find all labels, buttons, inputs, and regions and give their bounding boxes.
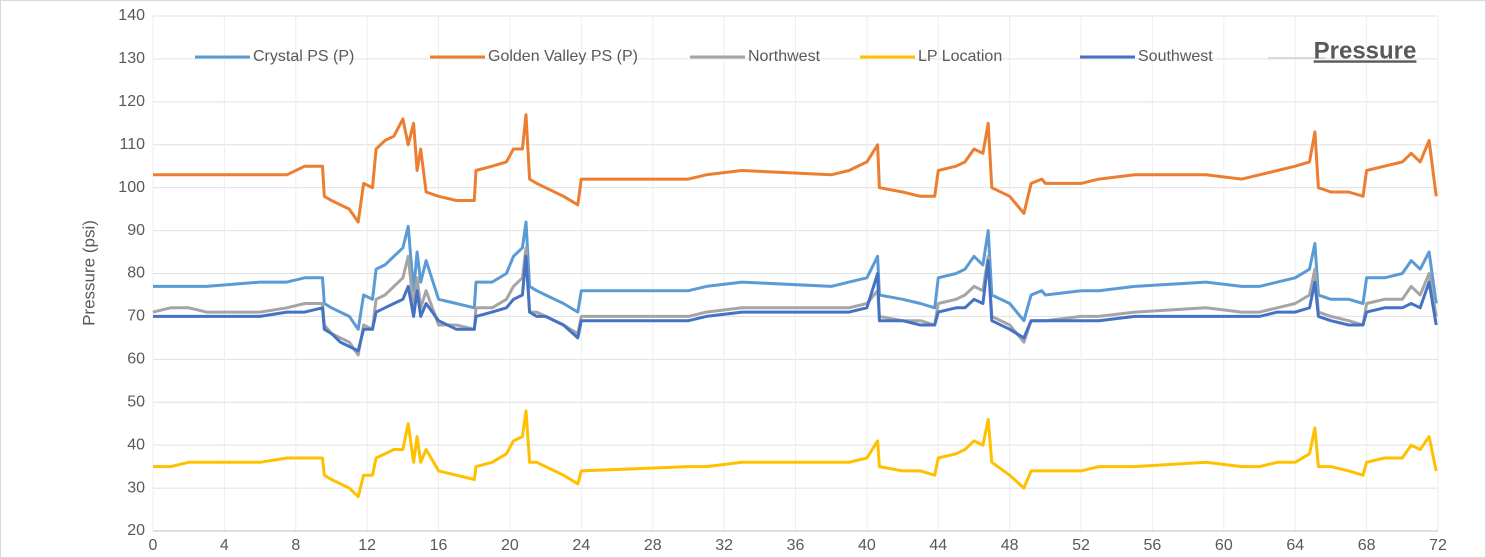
chart-title: Pressure [1314, 37, 1417, 64]
x-tick-label: 52 [1072, 537, 1090, 554]
x-tick-label: 48 [1001, 537, 1019, 554]
x-tick-label: 44 [929, 537, 947, 554]
y-tick-label: 40 [127, 436, 145, 453]
x-tick-label: 16 [430, 537, 448, 554]
x-tick-label: 4 [220, 537, 229, 554]
y-tick-label: 60 [127, 351, 145, 368]
x-tick-label: 28 [644, 537, 662, 554]
legend-label: Crystal PS (P) [253, 48, 354, 65]
y-tick-label: 100 [118, 179, 145, 196]
x-tick-label: 8 [291, 537, 300, 554]
y-tick-label: 140 [118, 7, 145, 24]
legend-label: Northwest [748, 48, 821, 65]
y-tick-label: 120 [118, 93, 145, 110]
x-tick-label: 40 [858, 537, 876, 554]
y-tick-label: 110 [119, 136, 145, 153]
legend-label: LP Location [918, 48, 1002, 65]
x-tick-label: 0 [149, 537, 158, 554]
series-line [153, 254, 1438, 353]
lines [152, 113, 1438, 499]
series-line [153, 113, 1438, 224]
y-tick-label: 130 [118, 50, 145, 67]
x-tick-label: 72 [1429, 537, 1447, 554]
x-tick-label: 56 [1144, 537, 1162, 554]
x-tick-label: 60 [1215, 537, 1233, 554]
y-axis-title: Pressure (psi) [79, 220, 98, 326]
y-tick-label: 80 [127, 265, 145, 282]
y-tick-label: 20 [127, 522, 145, 539]
y-tick-label: 90 [127, 222, 145, 239]
y-tick-label: 50 [127, 393, 145, 410]
series-line [153, 220, 1438, 331]
x-tick-label: 36 [787, 537, 805, 554]
x-tick-label: 24 [572, 537, 590, 554]
x-tick-label: 68 [1358, 537, 1376, 554]
legend-label: Golden Valley PS (P) [488, 48, 638, 65]
y-tick-label: 70 [127, 308, 145, 325]
legend-label: Southwest [1138, 48, 1213, 65]
series-line [153, 409, 1438, 499]
y-tick-label: 30 [127, 479, 145, 496]
grid [152, 15, 1439, 532]
x-tick-label: 20 [501, 537, 519, 554]
x-tick-label: 64 [1286, 537, 1304, 554]
x-tick-label: 12 [358, 537, 376, 554]
x-tick-label: 32 [715, 537, 733, 554]
